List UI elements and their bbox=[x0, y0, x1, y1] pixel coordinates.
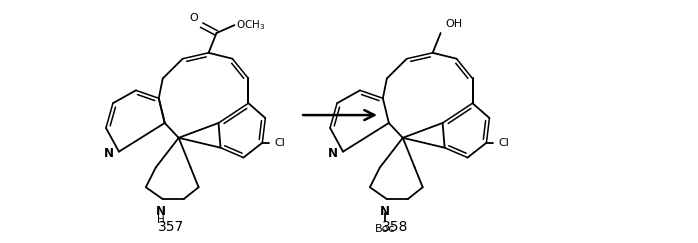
Text: OH: OH bbox=[445, 19, 463, 29]
Text: N: N bbox=[104, 147, 114, 160]
Text: Boc: Boc bbox=[375, 224, 395, 234]
Text: H: H bbox=[157, 215, 165, 225]
Text: O: O bbox=[190, 13, 199, 23]
Text: 357: 357 bbox=[158, 220, 184, 234]
Text: N: N bbox=[380, 205, 390, 218]
Text: Cl: Cl bbox=[498, 138, 510, 148]
Text: 358: 358 bbox=[382, 220, 408, 234]
Text: Cl: Cl bbox=[274, 138, 285, 148]
Text: N: N bbox=[328, 147, 338, 160]
Text: OCH$_3$: OCH$_3$ bbox=[237, 18, 266, 32]
Text: N: N bbox=[156, 205, 165, 218]
